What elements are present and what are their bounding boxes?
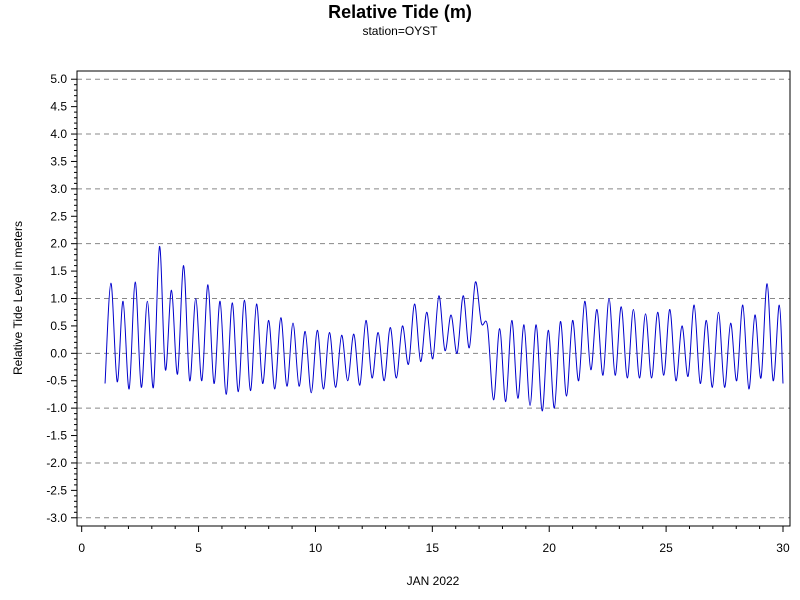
y-tick-label: -2.5 (46, 483, 67, 497)
y-tick-label: 0.5 (50, 319, 67, 333)
plot-frame (76, 70, 791, 527)
y-axis: 5.0 4.5 4.0 3.5 3.0 2.5 2.0 1.5 1.0 0.5 0.0 -0.5 -1.… (46, 72, 77, 525)
y-tick-label: 3.5 (50, 154, 67, 168)
x-tick-label: 15 (426, 541, 440, 555)
grid-lines (77, 78, 790, 519)
y-tick-label: 5.0 (50, 72, 67, 86)
x-tick-label: 20 (543, 541, 557, 555)
y-tick-label: -3.0 (46, 511, 67, 525)
y-tick-label: 2.5 (50, 209, 67, 223)
y-tick-label: 3.0 (50, 182, 67, 196)
x-tick-label: 5 (195, 541, 202, 555)
y-tick-label: 4.0 (50, 127, 67, 141)
x-tick-label: 30 (776, 541, 790, 555)
y-tick-label: 1.0 (50, 292, 67, 306)
y-tick-label: -1.0 (46, 401, 67, 415)
x-tick-label: 10 (309, 541, 323, 555)
y-tick-label: -0.5 (46, 374, 67, 388)
x-tick-label: 25 (659, 541, 673, 555)
y-tick-label: 4.5 (50, 100, 67, 114)
x-tick-label: 0 (78, 541, 85, 555)
chart-title: Relative Tide (m) (328, 2, 472, 22)
x-axis: 0 5 10 15 20 25 30 (78, 526, 790, 555)
series-group (104, 245, 784, 412)
x-axis-label: JAN 2022 (407, 574, 460, 588)
y-tick-label: -1.5 (46, 429, 67, 443)
y-tick-label: -2.0 (46, 456, 67, 470)
y-tick-label: 1.5 (50, 264, 67, 278)
tide-series-line (104, 245, 784, 412)
y-tick-label: 2.0 (50, 237, 67, 251)
y-tick-label: 0.0 (50, 346, 67, 360)
chart-subtitle: station=OYST (362, 24, 438, 38)
y-axis-label: Relative Tide Level in meters (11, 221, 25, 375)
